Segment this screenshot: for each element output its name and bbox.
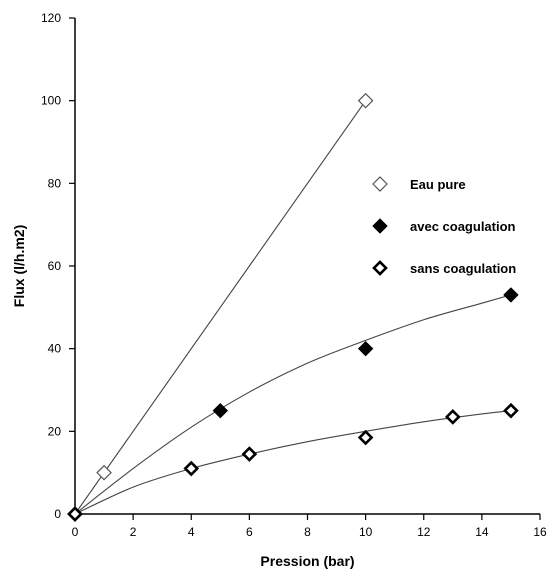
- y-tick-label: 20: [48, 424, 62, 438]
- y-tick-label: 120: [41, 11, 61, 25]
- y-tick-label: 40: [48, 342, 62, 356]
- y-tick-label: 60: [48, 259, 62, 273]
- legend-label: Eau pure: [410, 177, 466, 192]
- y-axis-label: Flux (l/h.m2): [11, 225, 27, 307]
- legend-label: sans coagulation: [410, 261, 516, 276]
- data-markers: [67, 92, 519, 522]
- x-tick-label: 6: [246, 525, 253, 539]
- x-tick-label: 2: [130, 525, 137, 539]
- data-point: [503, 402, 519, 419]
- axes: 0 2 4 6 8 10 12 14 16 0 20 40 60 80 100 120: [41, 11, 547, 539]
- x-tick-label: 12: [417, 525, 431, 539]
- legend-label: avec coagulation: [410, 219, 516, 234]
- x-tick-label: 14: [475, 525, 489, 539]
- data-point: [444, 409, 461, 425]
- fit-line: [74, 294, 512, 515]
- data-point: [212, 402, 229, 419]
- x-axis-label: Pression (bar): [260, 553, 354, 569]
- data-point: [357, 340, 374, 357]
- x-tick-label: 4: [188, 525, 195, 539]
- y-tick-label: 80: [48, 176, 62, 190]
- data-point: [67, 506, 83, 522]
- legend-marker: [372, 260, 388, 276]
- y-tick-label: 0: [54, 507, 61, 521]
- x-tick-label: 10: [359, 525, 373, 539]
- y-tick-label: 100: [41, 94, 61, 108]
- legend: Eau pure avec coagulation sans coagulation: [372, 176, 516, 276]
- data-point: [96, 464, 112, 481]
- x-tick-label: 16: [533, 525, 547, 539]
- data-point: [241, 446, 258, 462]
- data-point: [357, 429, 374, 446]
- legend-marker: [372, 176, 388, 192]
- data-point: [183, 460, 200, 477]
- x-tick-label: 0: [72, 525, 79, 539]
- data-point: [357, 92, 374, 109]
- fit-line: [74, 410, 512, 515]
- fit-lines: [74, 100, 512, 515]
- legend-marker: [372, 218, 388, 234]
- fit-line: [74, 100, 367, 515]
- data-point: [503, 287, 519, 303]
- x-tick-label: 8: [304, 525, 311, 539]
